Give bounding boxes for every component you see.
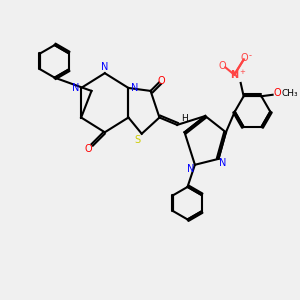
Text: CH₃: CH₃ <box>281 89 298 98</box>
Text: H: H <box>181 115 188 124</box>
Text: -: - <box>249 51 252 60</box>
Text: N: N <box>187 164 194 174</box>
Text: N: N <box>230 70 238 80</box>
Text: N: N <box>72 83 79 93</box>
Text: O: O <box>274 88 281 98</box>
Text: N: N <box>101 62 109 72</box>
Text: +: + <box>239 69 245 75</box>
Text: O: O <box>219 61 226 71</box>
Text: N: N <box>219 158 227 168</box>
Text: S: S <box>134 135 140 145</box>
Text: O: O <box>157 76 165 85</box>
Text: O: O <box>85 143 92 154</box>
Text: N: N <box>130 83 138 93</box>
Text: O: O <box>241 53 248 63</box>
